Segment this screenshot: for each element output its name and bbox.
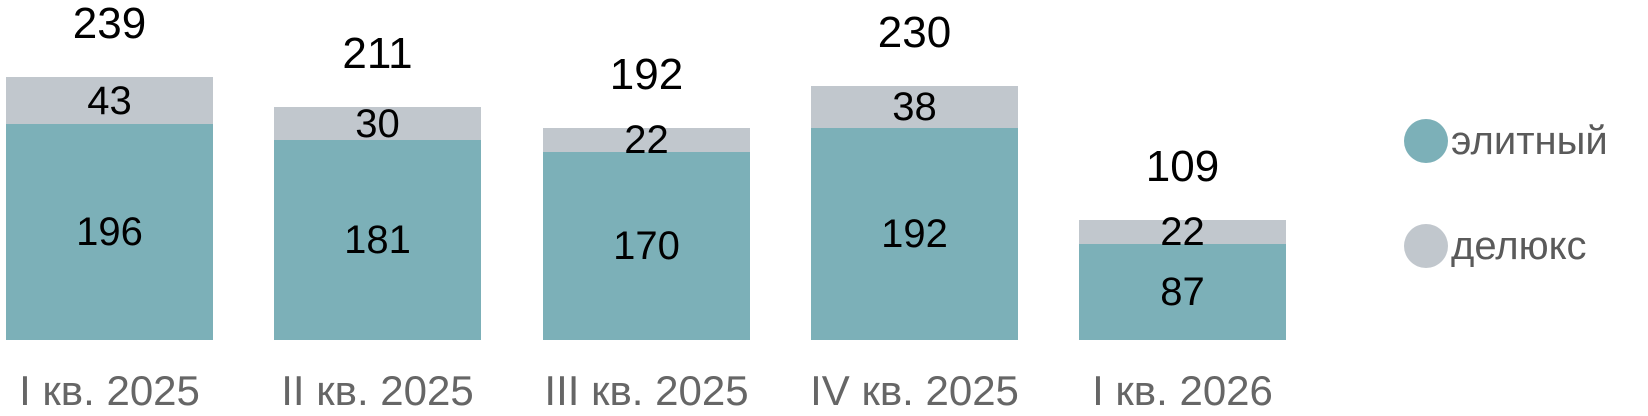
bar-segment-elite: 192 <box>811 128 1018 340</box>
bar-segment-elite: 181 <box>274 140 481 340</box>
elite-value-label: 87 <box>1160 270 1205 314</box>
legend-swatch-icon <box>1404 224 1448 268</box>
bar-segment-deluxe: 43 <box>6 77 213 124</box>
legend-item-deluxe: делюкс <box>1404 224 1587 268</box>
legend-item-elite: элитный <box>1404 119 1608 163</box>
category-label: III кв. 2025 <box>544 367 749 414</box>
elite-value-label: 181 <box>344 218 411 262</box>
category-label: II кв. 2025 <box>281 367 474 414</box>
category-label: I кв. 2025 <box>19 367 200 414</box>
bar-segment-deluxe: 38 <box>811 86 1018 128</box>
category-label: I кв. 2026 <box>1092 367 1273 414</box>
elite-value-label: 170 <box>613 224 680 268</box>
bar-segment-elite: 170 <box>543 152 750 340</box>
deluxe-value-label: 43 <box>87 78 132 123</box>
bar-segment-elite: 196 <box>6 124 213 340</box>
deluxe-value-label: 38 <box>892 85 937 129</box>
deluxe-value-label: 30 <box>355 101 400 146</box>
category-label: IV кв. 2025 <box>810 367 1019 414</box>
deluxe-value-label: 22 <box>1160 210 1205 254</box>
legend-label: элитный <box>1451 119 1608 163</box>
elite-value-label: 192 <box>881 212 948 256</box>
bar-segment-deluxe: 22 <box>543 120 750 160</box>
total-label: 192 <box>609 50 684 99</box>
bar-segment-elite: 87 <box>1079 244 1286 340</box>
legend-label: делюкс <box>1451 224 1587 268</box>
bar-segment-deluxe: 30 <box>274 104 481 144</box>
total-label: 239 <box>72 0 147 48</box>
deluxe-value-label: 22 <box>624 118 669 162</box>
total-label: 109 <box>1145 142 1220 191</box>
legend: элитный делюкс <box>1400 0 1648 416</box>
bar-segment-deluxe: 22 <box>1079 212 1286 252</box>
legend-swatch-icon <box>1404 119 1448 163</box>
elite-value-label: 196 <box>76 210 143 254</box>
total-label: 211 <box>342 29 413 78</box>
total-label: 230 <box>877 8 952 57</box>
